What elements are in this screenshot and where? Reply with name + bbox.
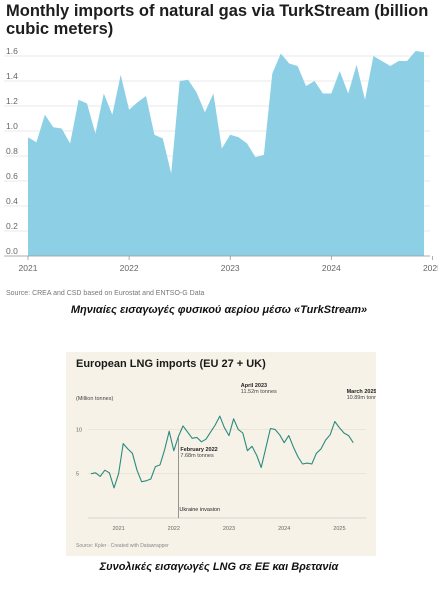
lng-y-tick-label: 5 <box>76 472 79 478</box>
lng-x-tick-label: 2024 <box>278 526 290 532</box>
lng-x-tick-label: 2023 <box>223 526 235 532</box>
lng-annotation-title: April 2023 <box>241 383 267 389</box>
gas-y-tick-label: 1.0 <box>6 121 18 131</box>
lng-unit-label: (Million tonnes) <box>76 396 113 402</box>
gas-x-tick-label: 2021 <box>19 263 38 273</box>
lng-chart-source: Source: Kpler · Created with Datawrapper <box>76 543 169 549</box>
gas-x-tick-label: 2025 <box>423 263 438 273</box>
lng-line-chart: (Million tonnes) 5 10 2021 2022 2023 2024 2025 U… <box>76 383 376 532</box>
gas-chart-title: Monthly imports of natural gas via TurkS… <box>6 2 429 38</box>
lng-invasion-label: Ukraine invasion <box>179 507 220 513</box>
lng-chart-panel <box>66 352 376 556</box>
lng-x-tick-label: 2025 <box>333 526 345 532</box>
gas-y-tick-label: 0.6 <box>6 171 18 181</box>
gas-x-tick-label: 2024 <box>322 263 341 273</box>
lng-annotation-title: March 2025 <box>347 389 376 395</box>
lng-annotation-title: February 2022 <box>180 447 217 453</box>
gas-chart-source: Source: CREA and CSD based on Eurostat a… <box>6 290 205 297</box>
lng-x-tick-label: 2021 <box>112 526 124 532</box>
gas-y-tick-label: 1.6 <box>6 46 18 56</box>
lng-chart-caption: Συνολικές εισαγωγές LNG σε ΕΕ και Βρεταν… <box>99 561 339 573</box>
lng-annotation-value: 11.52m tonnes <box>241 389 277 395</box>
gas-x-tick-label: 2022 <box>120 263 139 273</box>
gas-x-tick-label: 2023 <box>221 263 240 273</box>
lng-line-series <box>90 415 354 489</box>
gas-y-tick-label: 0.0 <box>6 246 18 256</box>
gas-y-tick-label: 0.2 <box>6 221 18 231</box>
gas-y-tick-label: 0.4 <box>6 196 18 206</box>
gas-area-series <box>28 51 424 256</box>
lng-annotation-value: 7.68m tonnes <box>180 453 214 459</box>
lng-chart-title: European LNG imports (EU 27 + UK) <box>76 358 266 370</box>
gas-y-tick-label: 0.8 <box>6 146 18 156</box>
gas-chart-caption: Μηνιαίες εισαγωγές φυσικού αερίου μέσω «… <box>70 304 368 316</box>
lng-y-tick-label: 10 <box>76 427 82 433</box>
lng-x-tick-label: 2022 <box>168 526 180 532</box>
lng-annotation-value: 10.89m tonnes <box>347 395 376 401</box>
gas-y-tick-label: 1.2 <box>6 96 18 106</box>
gas-area-chart: 0.0 0.2 0.4 0.6 0.8 1.0 1.2 1.4 1.6 2021 2022 2023 2… <box>4 46 438 273</box>
gas-y-tick-label: 1.4 <box>6 71 18 81</box>
